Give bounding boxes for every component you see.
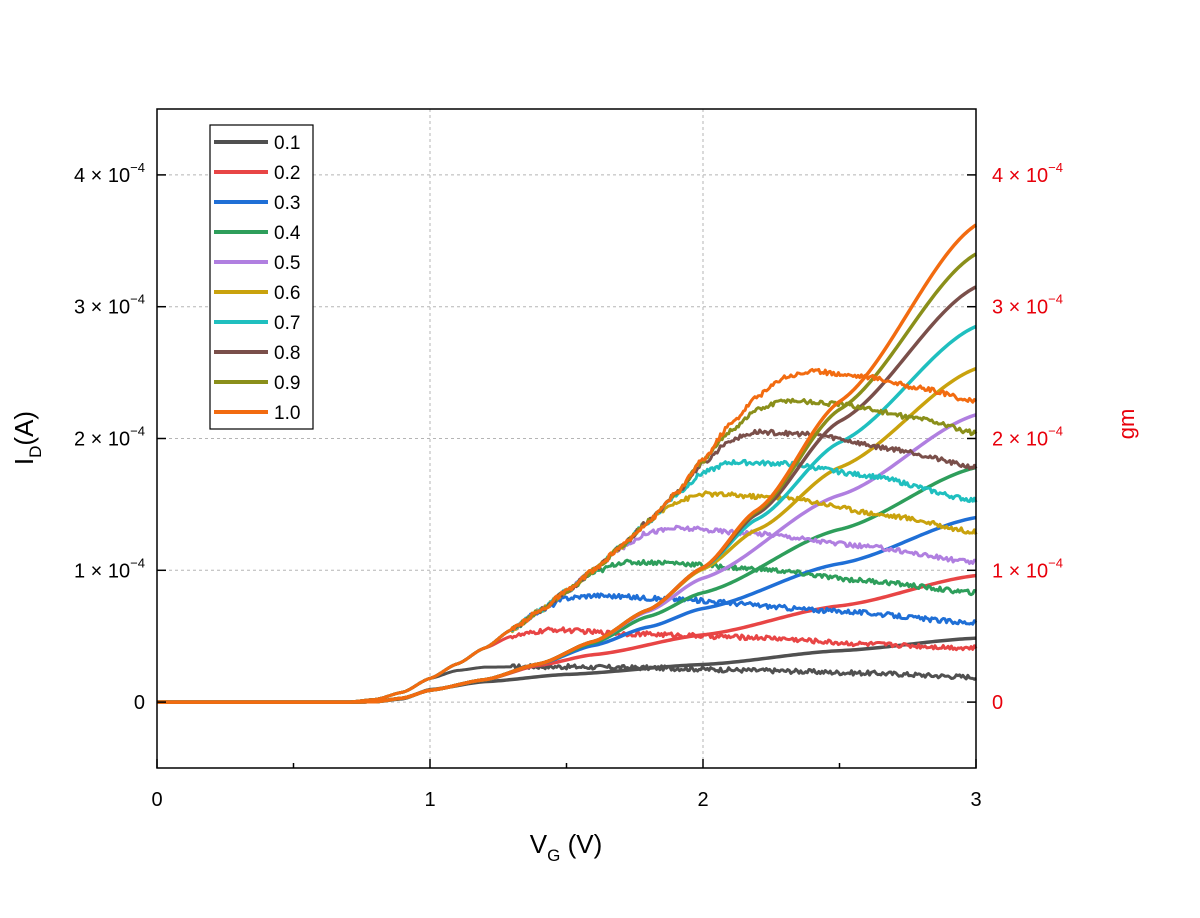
series-gm-line-0.1 bbox=[157, 663, 977, 704]
y-axis-right-title: gm bbox=[1114, 409, 1139, 440]
x-tick-label: 3 bbox=[970, 789, 981, 811]
legend: 0.1 0.2 0.3 0.4 0.5 0.6 0.7 0.8 0.9 1.0 bbox=[209, 124, 314, 430]
y-left-tick-label: 1 × 10−4 bbox=[74, 555, 145, 582]
legend-label-0.8: 0.8 bbox=[274, 343, 300, 364]
legend-label-0.5: 0.5 bbox=[274, 253, 300, 274]
series-id-line-0.2 bbox=[157, 573, 977, 704]
legend-box bbox=[209, 124, 314, 430]
x-axis-title: VG (V) bbox=[530, 829, 602, 865]
series-layer bbox=[157, 223, 978, 704]
y-left-tick-label: 0 bbox=[134, 692, 145, 714]
legend-label-0.3: 0.3 bbox=[274, 193, 300, 214]
axes: 0 1 2 3 0 1 × 10−4 2 × 10−4 3 × 10−4 4 × 10−4 0 1 … bbox=[74, 160, 1063, 811]
legend-label-0.1: 0.1 bbox=[274, 133, 300, 154]
series-gm-line-0.9 bbox=[157, 397, 978, 704]
y-right-tick-label: 2 × 10−4 bbox=[992, 424, 1063, 451]
legend-label-0.4: 0.4 bbox=[274, 223, 301, 244]
y-axis-left-title: ID(A) bbox=[9, 411, 45, 465]
y-right-tick-label: 3 × 10−4 bbox=[992, 292, 1063, 319]
legend-label-0.2: 0.2 bbox=[274, 163, 300, 184]
legend-label-1.0: 1.0 bbox=[274, 403, 300, 424]
y-right-tick-label: 0 bbox=[992, 692, 1003, 714]
y-right-tick-label: 4 × 10−4 bbox=[992, 160, 1063, 187]
legend-label-0.7: 0.7 bbox=[274, 313, 300, 334]
x-tick-label: 0 bbox=[151, 789, 162, 811]
legend-label-0.9: 0.9 bbox=[274, 373, 300, 394]
y-left-tick-label: 3 × 10−4 bbox=[74, 292, 145, 319]
series-gm-line-0.3 bbox=[157, 592, 978, 704]
y-left-tick-label: 4 × 10−4 bbox=[74, 160, 145, 187]
series-gm-line-1.0 bbox=[157, 367, 978, 704]
y-left-tick-label: 2 × 10−4 bbox=[74, 424, 145, 451]
grid-lines bbox=[157, 109, 976, 768]
legend-label-0.6: 0.6 bbox=[274, 283, 300, 304]
y-right-tick-label: 1 × 10−4 bbox=[992, 555, 1063, 582]
x-tick-label: 2 bbox=[697, 789, 708, 811]
x-tick-label: 1 bbox=[424, 789, 435, 811]
